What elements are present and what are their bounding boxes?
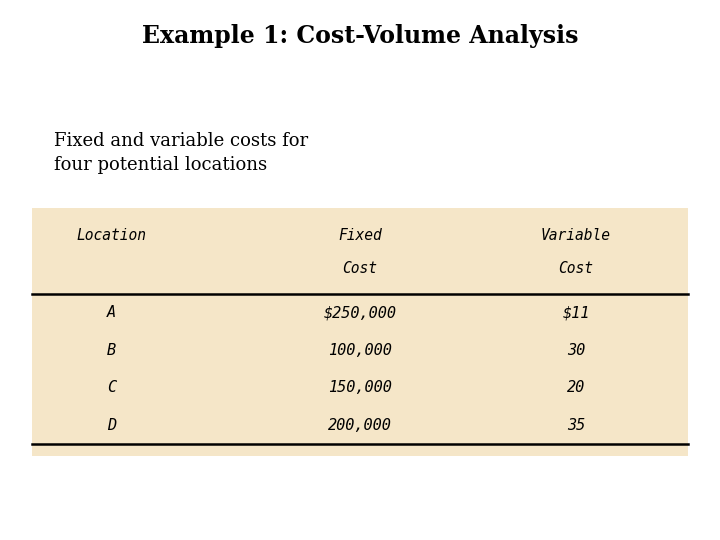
Text: Fixed: Fixed [338, 228, 382, 244]
Text: 30: 30 [567, 343, 585, 358]
Text: Example 1: Cost-Volume Analysis: Example 1: Cost-Volume Analysis [142, 24, 578, 48]
Text: Fixed and variable costs for
four potential locations: Fixed and variable costs for four potent… [54, 132, 308, 174]
Text: $250,000: $250,000 [323, 306, 397, 321]
Text: Location: Location [76, 228, 147, 244]
Text: Cost: Cost [343, 261, 377, 276]
Text: 150,000: 150,000 [328, 380, 392, 395]
Text: C: C [107, 380, 116, 395]
FancyBboxPatch shape [32, 208, 688, 456]
Text: Cost: Cost [559, 261, 593, 276]
Text: B: B [107, 343, 116, 358]
Text: 200,000: 200,000 [328, 417, 392, 433]
Text: 35: 35 [567, 417, 585, 433]
Text: D: D [107, 417, 116, 433]
Text: 100,000: 100,000 [328, 343, 392, 358]
Text: $11: $11 [562, 306, 590, 321]
Text: 20: 20 [567, 380, 585, 395]
Text: A: A [107, 306, 116, 321]
Text: Variable: Variable [541, 228, 611, 244]
